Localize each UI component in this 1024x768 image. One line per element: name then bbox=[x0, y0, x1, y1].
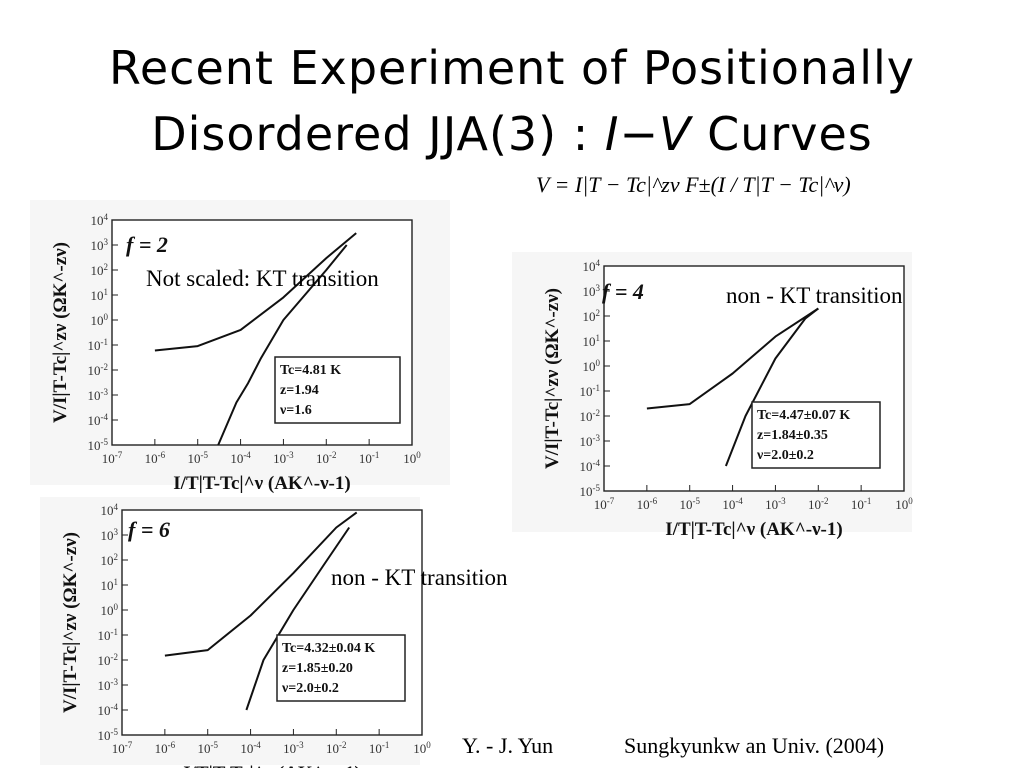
y-tick-label: 10-4 bbox=[580, 458, 601, 474]
title-italic: I−V bbox=[604, 107, 692, 161]
y-tick-label: 10-5 bbox=[580, 483, 601, 499]
param-box bbox=[274, 356, 401, 424]
param-1: Tc=4.32±0.04 K bbox=[282, 641, 375, 656]
x-tick-label: 10-1 bbox=[369, 740, 390, 756]
x-tick-label: 10-3 bbox=[283, 740, 304, 756]
y-axis-label: V/I|T-Tc|^zν (ΩK^-zν) bbox=[542, 288, 563, 469]
x-tick-label: 10-2 bbox=[326, 740, 347, 756]
series-line-2 bbox=[217, 244, 348, 446]
param-2: z=1.94 bbox=[280, 383, 319, 398]
y-tick-label: 10-1 bbox=[88, 337, 109, 353]
y-tick-label: 10-4 bbox=[88, 412, 109, 428]
y-tick-label: 10-1 bbox=[98, 627, 119, 643]
y-tick-label: 103 bbox=[101, 527, 119, 543]
param-3: ν=2.0±0.2 bbox=[756, 448, 814, 463]
x-tick-label: 10-6 bbox=[155, 740, 176, 756]
series-line-1 bbox=[646, 307, 819, 410]
slide-title-line1: Recent Experiment of Positionally bbox=[108, 41, 916, 95]
x-tick-label: 10-4 bbox=[230, 450, 251, 466]
y-tick-label: 103 bbox=[583, 283, 601, 299]
y-tick-label: 10-2 bbox=[580, 408, 601, 424]
f-label: f = 4 bbox=[602, 279, 644, 304]
f-label: f = 6 bbox=[128, 517, 170, 542]
x-tick-label: 10-2 bbox=[808, 496, 829, 512]
y-tick-label: 100 bbox=[583, 358, 601, 374]
scaling-formula: V = I|T − Tc|^zν F±(I / T|T − Tc|^ν) bbox=[536, 172, 851, 197]
y-tick-label: 10-5 bbox=[88, 437, 109, 453]
y-tick-label: 10-4 bbox=[98, 702, 119, 718]
y-tick-label: 10-2 bbox=[88, 362, 109, 378]
note-f2: Not scaled: KT transition bbox=[146, 266, 379, 291]
y-tick-label: 10-3 bbox=[88, 387, 109, 403]
y-axis-label: V/I|T-Tc|^zν (ΩK^-zν) bbox=[50, 242, 71, 423]
f-label: f = 2 bbox=[126, 232, 168, 257]
param-box bbox=[751, 401, 881, 469]
y-tick-label: 101 bbox=[91, 287, 109, 303]
note-f6: non - KT transition bbox=[331, 565, 508, 590]
x-tick-label: 100 bbox=[895, 496, 913, 512]
y-axis-label: V/I|T-Tc|^zν (ΩK^-zν) bbox=[60, 532, 81, 713]
x-tick-label: 10-5 bbox=[197, 740, 218, 756]
title-suffix: Curves bbox=[691, 107, 873, 161]
param-3: ν=1.6 bbox=[279, 403, 312, 418]
x-tick-label: 10-5 bbox=[187, 450, 208, 466]
y-tick-label: 10-5 bbox=[98, 727, 119, 743]
y-tick-label: 103 bbox=[91, 237, 109, 253]
y-tick-label: 10-2 bbox=[98, 652, 119, 668]
x-tick-label: 10-7 bbox=[112, 740, 133, 756]
x-tick-label: 10-4 bbox=[240, 740, 261, 756]
credit-affiliation: Sungkyunkw an Univ. (2004) bbox=[624, 733, 885, 758]
y-tick-label: 102 bbox=[583, 308, 601, 324]
x-tick-label: 100 bbox=[413, 740, 431, 756]
y-tick-label: 101 bbox=[101, 577, 119, 593]
x-axis-label: I/T|T-Tc|^ν (AK^-ν-1) bbox=[665, 519, 842, 540]
x-tick-label: 10-2 bbox=[316, 450, 337, 466]
x-axis-label: I/T|T-Tc|^ν (AK^-ν-1) bbox=[183, 763, 360, 768]
series-line-1 bbox=[154, 232, 357, 352]
y-tick-label: 104 bbox=[91, 212, 109, 228]
y-tick-label: 102 bbox=[101, 552, 119, 568]
x-tick-label: 10-6 bbox=[145, 450, 166, 466]
y-tick-label: 10-3 bbox=[98, 677, 119, 693]
y-tick-label: 101 bbox=[583, 333, 601, 349]
x-tick-label: 10-4 bbox=[722, 496, 743, 512]
y-tick-label: 104 bbox=[583, 258, 601, 274]
param-box bbox=[276, 634, 406, 702]
series-line-2 bbox=[724, 307, 819, 467]
x-tick-label: 100 bbox=[403, 450, 421, 466]
param-1: Tc=4.47±0.07 K bbox=[757, 408, 850, 423]
param-1: Tc=4.81 K bbox=[280, 363, 341, 378]
x-tick-label: 10-3 bbox=[273, 450, 294, 466]
x-tick-label: 10-1 bbox=[359, 450, 380, 466]
param-3: ν=2.0±0.2 bbox=[281, 681, 339, 696]
x-tick-label: 10-5 bbox=[679, 496, 700, 512]
x-tick-label: 10-7 bbox=[102, 450, 123, 466]
credit-author: Y. - J. Yun bbox=[462, 733, 554, 758]
param-2: z=1.84±0.35 bbox=[757, 428, 828, 443]
y-tick-label: 100 bbox=[91, 312, 109, 328]
slide-title-line2: Disordered JJA(3) : I−V Curves bbox=[0, 104, 1024, 164]
note-f4: non - KT transition bbox=[726, 283, 903, 308]
title-prefix: Disordered JJA(3) : bbox=[151, 107, 605, 161]
x-tick-label: 10-3 bbox=[765, 496, 786, 512]
x-tick-label: 10-7 bbox=[594, 496, 615, 512]
series-line-2 bbox=[245, 526, 351, 711]
series-line-1 bbox=[164, 511, 358, 657]
y-tick-label: 102 bbox=[91, 262, 109, 278]
x-axis-label: I/T|T-Tc|^ν (AK^-ν-1) bbox=[173, 473, 350, 494]
y-tick-label: 104 bbox=[101, 502, 119, 518]
param-2: z=1.85±0.20 bbox=[282, 661, 353, 676]
y-tick-label: 10-3 bbox=[580, 433, 601, 449]
y-tick-label: 10-1 bbox=[580, 383, 601, 399]
x-tick-label: 10-1 bbox=[851, 496, 872, 512]
y-tick-label: 100 bbox=[101, 602, 119, 618]
x-tick-label: 10-6 bbox=[637, 496, 658, 512]
